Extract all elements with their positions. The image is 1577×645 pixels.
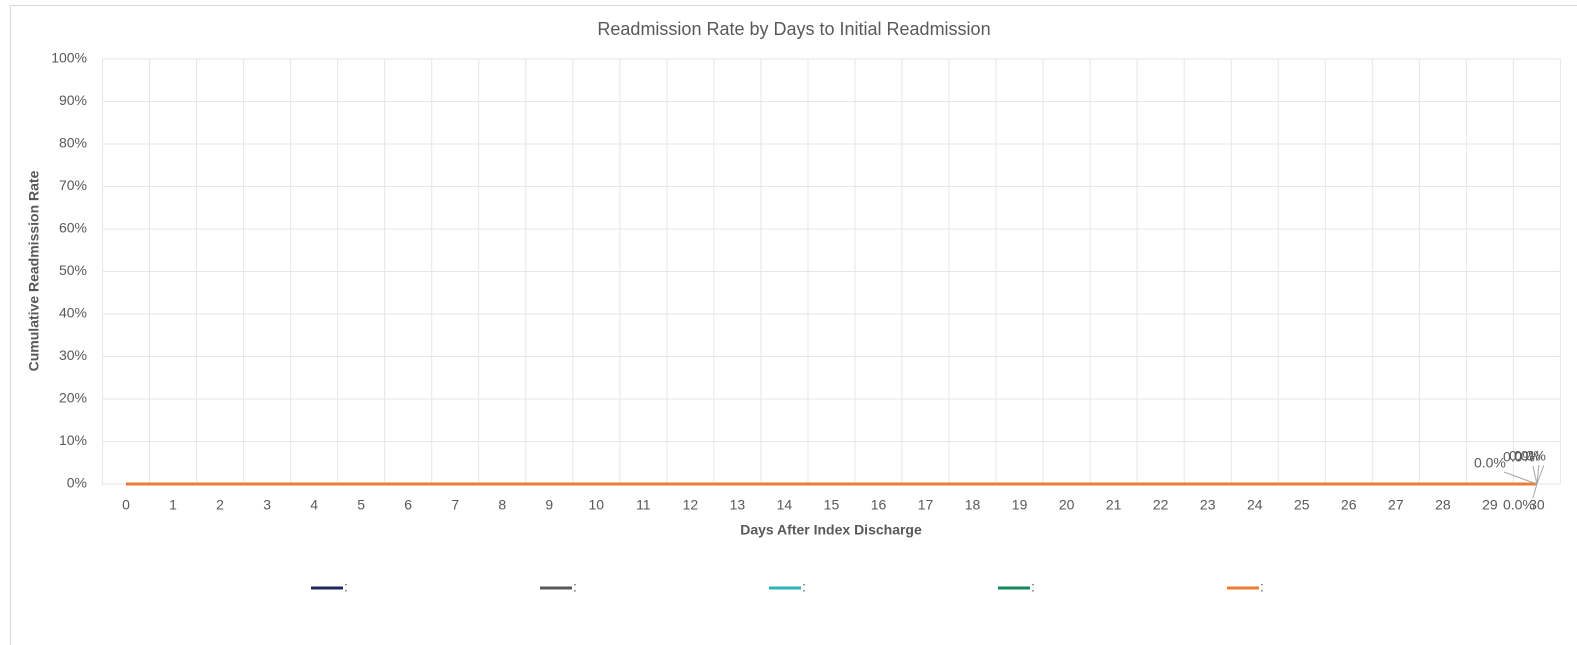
y-tick-label: 100%	[51, 50, 87, 66]
x-tick-label: 8	[498, 497, 506, 513]
y-tick-label: 10%	[59, 432, 87, 448]
y-tick-label: 70%	[59, 177, 87, 193]
x-tick-label: 3	[263, 497, 271, 513]
x-tick-label: 27	[1388, 497, 1404, 513]
y-tick-label: 40%	[59, 305, 87, 321]
x-tick-label: 12	[683, 497, 699, 513]
x-tick-label: 19	[1012, 497, 1028, 513]
y-tick-label: 0%	[67, 475, 87, 491]
x-tick-label: 20	[1059, 497, 1075, 513]
y-tick-label: 30%	[59, 347, 87, 363]
x-tick-label: 9	[545, 497, 553, 513]
x-tick-label: 28	[1435, 497, 1451, 513]
x-tick-label: 11	[636, 497, 651, 513]
y-tick-label: 50%	[59, 262, 87, 278]
x-axis-label: Days After Index Discharge	[740, 522, 922, 538]
x-tick-label: 0	[122, 497, 130, 513]
x-tick-label: 6	[404, 497, 412, 513]
y-tick-label: 60%	[59, 220, 87, 236]
x-tick-label: 4	[310, 497, 318, 513]
x-tick-label: 16	[871, 497, 887, 513]
data-label: 0.0%	[1503, 449, 1535, 465]
leader-line	[1532, 483, 1538, 499]
x-tick-label: 14	[777, 497, 793, 513]
leader-line	[1536, 464, 1540, 485]
x-tick-label: 7	[451, 497, 459, 513]
data-label: 0.0%	[1503, 497, 1535, 513]
x-tick-label: 17	[918, 497, 934, 513]
data-label: 0.0%	[1474, 455, 1506, 471]
x-tick-label: 29	[1482, 497, 1498, 513]
x-tick-label: 15	[824, 497, 840, 513]
legend-label: :	[1031, 579, 1035, 595]
x-tick-label: 22	[1153, 497, 1169, 513]
leader-line	[1536, 464, 1545, 485]
legend-label: :	[344, 579, 348, 595]
x-tick-label: 26	[1341, 497, 1357, 513]
x-tick-label: 5	[357, 497, 365, 513]
y-tick-label: 20%	[59, 390, 87, 406]
leader-line	[1503, 471, 1538, 485]
x-tick-label: 25	[1294, 497, 1310, 513]
x-tick-label: 1	[169, 497, 177, 513]
data-label: 0.0%	[1514, 448, 1546, 464]
x-tick-label: 30	[1529, 497, 1545, 513]
legend-label: :	[573, 579, 577, 595]
x-tick-label: 24	[1247, 497, 1263, 513]
x-tick-label: 13	[730, 497, 746, 513]
y-tick-label: 80%	[59, 135, 87, 151]
data-label: 0.0%	[1509, 448, 1541, 464]
x-tick-label: 2	[216, 497, 224, 513]
x-tick-label: 10	[589, 497, 605, 513]
x-tick-label: 18	[965, 497, 981, 513]
y-tick-label: 90%	[59, 92, 87, 108]
x-tick-label: 21	[1106, 497, 1122, 513]
y-axis-label: Cumulative Readmission Rate	[26, 170, 42, 371]
x-tick-label: 23	[1200, 497, 1216, 513]
chart-title: Readmission Rate by Days to Initial Read…	[597, 19, 990, 39]
chart-frame	[10, 5, 1577, 645]
legend-label: :	[802, 579, 806, 595]
legend-label: :	[1260, 579, 1264, 595]
leader-line	[1532, 465, 1538, 485]
